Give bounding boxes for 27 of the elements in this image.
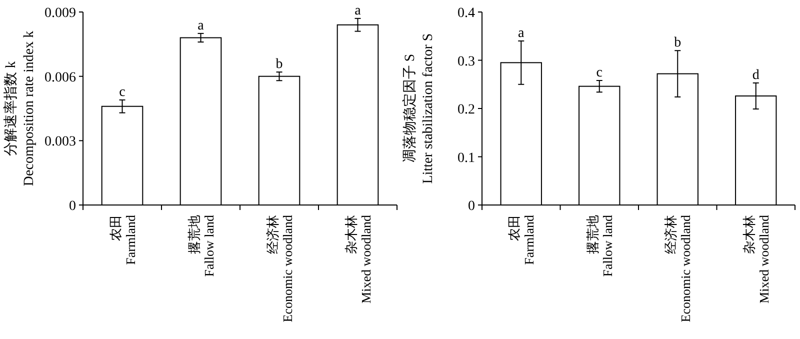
x-tick-label: 杂木林 Mixed woodland: [343, 214, 374, 304]
annotation: b: [276, 57, 283, 72]
x-tick-label: 经济林 Economic woodland: [663, 214, 694, 322]
annotation: a: [518, 26, 526, 41]
y-tick-label: 0.1: [458, 150, 475, 166]
y-axis-title: 凋落物稳定因子 S Litter stabilization factor S: [402, 33, 436, 184]
annotation: d: [752, 68, 760, 83]
y-tick-label: 0.006: [44, 70, 76, 86]
y-tick-label: 0.4: [458, 6, 475, 21]
x-tick-label: 撂荒地 Fallow land: [186, 214, 216, 277]
y-tick-label: 0.3: [458, 54, 475, 70]
y-tick-label: 0.003: [44, 134, 76, 150]
annotation: c: [119, 84, 126, 100]
annotation: a: [198, 18, 205, 34]
y-axis-title: 分解速率指数 k Decomposition rate index k: [3, 30, 37, 186]
annotation: a: [354, 3, 362, 18]
y-tick-label: 0.009: [44, 6, 76, 21]
x-tick-label: 经济林 Economic woodland: [264, 214, 295, 322]
x-tick-label: 杂木林 Mixed woodland: [741, 214, 772, 304]
annotation: c: [596, 66, 602, 81]
y-tick-label: 0: [69, 199, 76, 214]
y-tick-label: 0.2: [458, 102, 475, 118]
y-tick-label: 0: [468, 199, 475, 214]
x-tick-label: 农田 Farmland: [108, 214, 138, 265]
x-tick-label: 撂荒地 Fallow land: [584, 214, 615, 277]
x-tick-label: 农田 Farmland: [506, 214, 537, 265]
annotation: b: [674, 36, 682, 51]
